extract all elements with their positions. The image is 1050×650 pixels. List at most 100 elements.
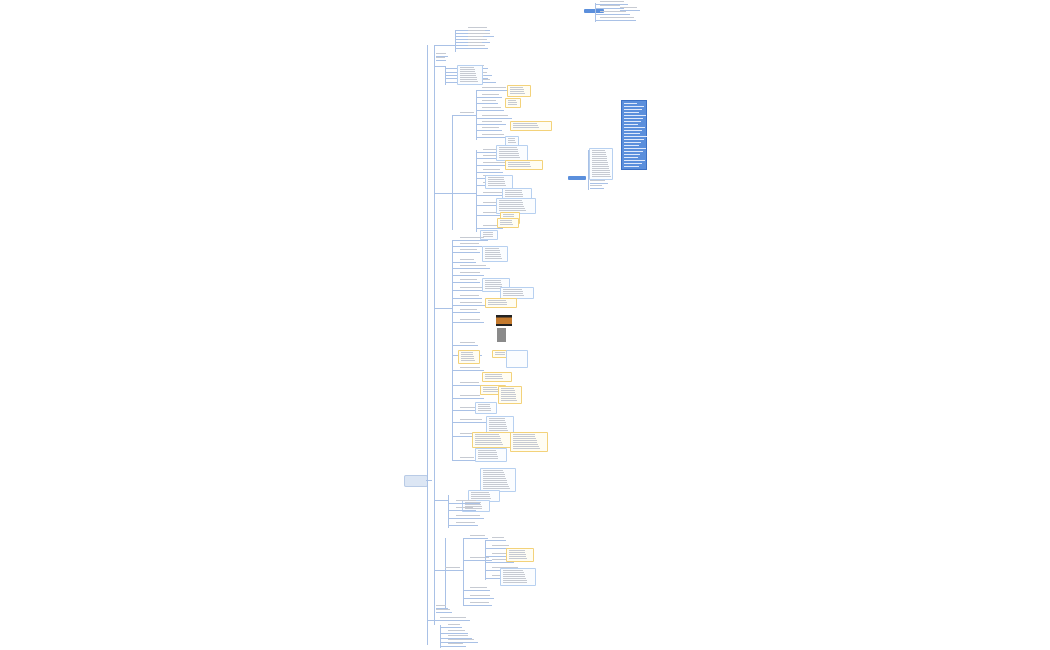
topic-node[interactable] — [483, 162, 511, 166]
topic-node[interactable] — [470, 602, 492, 606]
topic-node[interactable] — [482, 100, 498, 104]
topic-node[interactable] — [482, 127, 502, 131]
topic-node[interactable] — [460, 395, 484, 399]
topic-node[interactable] — [448, 624, 462, 628]
topic-node[interactable] — [460, 287, 488, 291]
note-node-yellow[interactable] — [482, 372, 512, 382]
topic-node[interactable] — [482, 94, 502, 98]
note-node-yellow[interactable] — [472, 432, 514, 448]
topic-node[interactable] — [440, 617, 470, 621]
topic-node[interactable] — [460, 302, 486, 306]
topic-node[interactable] — [460, 319, 484, 323]
topic-node[interactable] — [483, 212, 513, 216]
topic-node[interactable] — [492, 559, 514, 563]
topic-node[interactable] — [483, 149, 505, 153]
note-node-yellow[interactable] — [458, 350, 480, 364]
note-node-yellow[interactable] — [510, 121, 552, 131]
topic-node[interactable] — [470, 557, 492, 561]
topic-node[interactable] — [460, 382, 482, 386]
topic-node[interactable] — [436, 57, 446, 61]
topic-node[interactable] — [460, 279, 480, 283]
topic-node[interactable] — [482, 107, 504, 111]
note-node-blue[interactable] — [485, 175, 513, 189]
note-node-blue[interactable] — [482, 278, 510, 292]
note-node-yellow[interactable] — [505, 98, 521, 108]
topic-node[interactable] — [482, 115, 512, 119]
topic-node[interactable] — [600, 5, 624, 9]
topic-node[interactable] — [460, 407, 480, 411]
topic-node[interactable] — [460, 237, 488, 241]
topic-node[interactable] — [456, 522, 478, 526]
topic-node[interactable] — [483, 192, 509, 196]
topic-node[interactable] — [600, 17, 626, 21]
topic-node[interactable] — [460, 419, 486, 423]
topic-node[interactable] — [460, 309, 480, 313]
topic-node[interactable] — [460, 367, 484, 371]
topic-node[interactable] — [483, 169, 503, 173]
topic-highlight[interactable] — [568, 176, 586, 180]
topic-node[interactable] — [460, 457, 476, 461]
note-node-blue[interactable] — [475, 402, 497, 414]
connector-line — [476, 124, 482, 125]
note-node-blue[interactable] — [500, 287, 534, 299]
topic-node[interactable] — [436, 609, 452, 613]
topic-node[interactable] — [456, 515, 484, 519]
note-node-blue[interactable] — [482, 246, 508, 262]
topic-node[interactable] — [460, 342, 478, 346]
topic-highlight[interactable] — [584, 9, 604, 13]
note-node-blue[interactable] — [589, 148, 613, 180]
topic-node[interactable] — [492, 545, 512, 549]
highlight-node[interactable] — [621, 100, 647, 170]
topic-node[interactable] — [456, 500, 480, 504]
topic-node[interactable] — [620, 17, 636, 21]
note-node-yellow[interactable] — [510, 432, 548, 452]
note-node-yellow[interactable] — [505, 160, 543, 170]
note-node-blue[interactable] — [496, 145, 528, 161]
topic-node[interactable] — [468, 45, 488, 49]
topic-node[interactable] — [460, 259, 476, 263]
topic-node[interactable] — [620, 7, 640, 11]
note-node-blue[interactable] — [480, 230, 498, 240]
topic-node[interactable] — [460, 112, 476, 116]
topic-node[interactable] — [460, 249, 480, 253]
topic-node[interactable] — [470, 535, 488, 539]
topic-node[interactable] — [482, 134, 508, 138]
topic-node[interactable] — [482, 87, 510, 91]
topic-node[interactable] — [445, 567, 463, 571]
topic-node[interactable] — [470, 587, 490, 591]
topic-node[interactable] — [448, 635, 472, 639]
topic-node[interactable] — [483, 202, 507, 206]
topic-node[interactable] — [456, 507, 476, 511]
note-node-blue[interactable] — [475, 448, 507, 462]
note-node-yellow[interactable] — [498, 386, 522, 404]
note-node-yellow[interactable] — [485, 298, 517, 308]
topic-node[interactable] — [470, 595, 494, 599]
topic-node[interactable] — [483, 225, 503, 229]
note-node-yellow[interactable] — [497, 218, 519, 228]
topic-node[interactable] — [483, 155, 503, 159]
note-node-blue[interactable] — [480, 468, 516, 492]
topic-node[interactable] — [600, 1, 628, 5]
topic-node[interactable] — [482, 121, 506, 125]
topic-node[interactable] — [492, 537, 506, 541]
topic-node[interactable] — [460, 243, 482, 247]
note-node-blue[interactable] — [486, 416, 514, 436]
note-node-yellow[interactable] — [506, 548, 534, 562]
root-node[interactable] — [404, 475, 428, 487]
topic-node[interactable] — [600, 11, 630, 15]
topic-node[interactable] — [448, 639, 478, 643]
topic-node[interactable] — [460, 272, 484, 276]
topic-node[interactable] — [590, 180, 608, 184]
topic-node[interactable] — [460, 265, 490, 269]
topic-node[interactable] — [460, 433, 478, 437]
topic-node[interactable] — [436, 605, 448, 609]
topic-node[interactable] — [590, 185, 604, 189]
note-node-yellow[interactable] — [507, 85, 531, 97]
note-node-blue[interactable] — [457, 65, 483, 85]
topic-node[interactable] — [448, 643, 466, 647]
note-node-blue[interactable] — [500, 568, 536, 586]
topic-node[interactable] — [460, 295, 482, 299]
topic-node[interactable] — [436, 53, 448, 57]
topic-node[interactable] — [448, 630, 468, 634]
